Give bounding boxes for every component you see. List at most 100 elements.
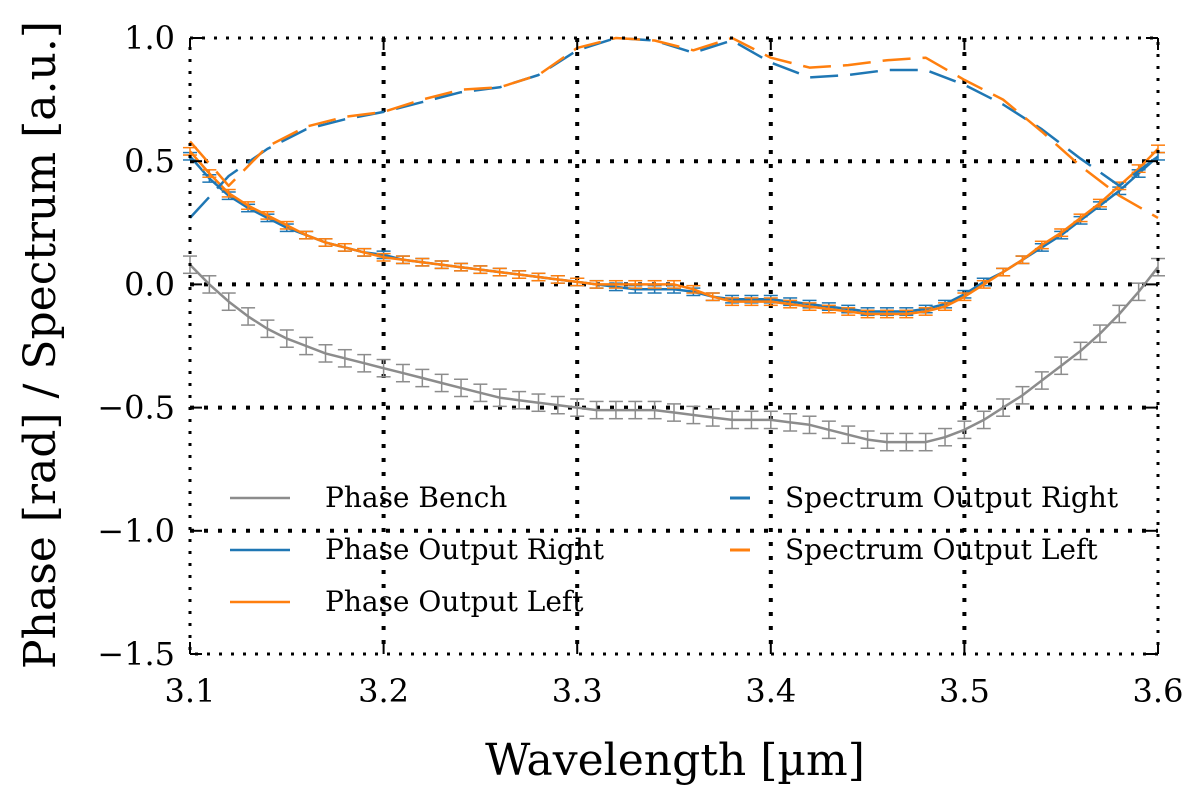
error-bar	[860, 309, 875, 319]
error-bar	[1054, 356, 1069, 376]
error-bar	[686, 284, 701, 294]
series-line	[189, 36, 1159, 219]
error-bar	[512, 390, 527, 410]
x-tick-label: 3.4	[745, 672, 796, 710]
error-bar	[667, 403, 681, 422]
error-bar	[260, 319, 275, 339]
error-bar	[608, 279, 623, 289]
error-bar	[628, 400, 643, 420]
error-bar	[241, 201, 256, 210]
y-axis-label: Phase [rad] / Spectrum [a.u.]	[15, 21, 66, 669]
error-bar	[202, 169, 217, 178]
error-bar	[473, 265, 488, 275]
error-bar	[395, 255, 410, 265]
error-bar	[376, 358, 391, 378]
error-bar	[531, 272, 546, 282]
error-bar	[763, 297, 778, 307]
error-bar	[1092, 198, 1107, 208]
error-bar	[841, 307, 856, 316]
error-bar	[802, 415, 817, 435]
grid	[190, 38, 1158, 654]
error-bar	[744, 410, 759, 430]
error-bar	[570, 398, 585, 417]
x-tick-label: 3.6	[1133, 672, 1184, 710]
x-axis-label: Wavelength [µm]	[485, 735, 865, 786]
error-bar	[357, 353, 372, 373]
legend-item: Spectrum Output Left	[730, 533, 1098, 566]
error-bar	[783, 413, 798, 432]
error-bar	[1015, 255, 1030, 265]
series-line	[189, 36, 1159, 219]
error-bar	[996, 398, 1011, 417]
error-bar	[395, 363, 410, 383]
legend-label: Spectrum Output Left	[785, 533, 1098, 566]
error-bar	[589, 279, 604, 289]
legend-item: Phase Output Right	[230, 533, 605, 566]
y-tick-label: 1.0	[124, 19, 175, 57]
error-bar	[318, 238, 333, 247]
error-bar	[1112, 304, 1127, 324]
error-bar	[647, 400, 662, 420]
error-bar	[628, 279, 643, 289]
error-bar	[918, 432, 933, 452]
error-bar	[1073, 213, 1088, 223]
error-bar	[1015, 385, 1030, 405]
error-bar	[976, 279, 991, 289]
error-bar	[879, 309, 894, 319]
error-bar	[918, 307, 933, 316]
error-bar	[279, 220, 294, 230]
error-bar	[337, 348, 352, 368]
error-bar	[1034, 371, 1049, 390]
error-bar	[957, 292, 972, 302]
error-bar	[357, 247, 372, 257]
error-bar	[589, 400, 604, 420]
legend-label: Spectrum Output Right	[785, 481, 1119, 514]
legend-label: Phase Output Right	[325, 533, 605, 566]
y-tick-label: 0.5	[124, 142, 175, 180]
error-bar	[376, 252, 391, 262]
error-bar	[550, 275, 565, 284]
x-tick-label: 3.3	[552, 672, 603, 710]
legend-item: Spectrum Output Right	[730, 481, 1119, 514]
error-bar	[860, 430, 875, 450]
error-bar	[337, 242, 352, 252]
error-bar	[318, 344, 333, 363]
error-bar	[686, 405, 701, 425]
error-bar	[879, 432, 894, 452]
error-bar	[783, 299, 798, 309]
error-bar	[299, 336, 314, 356]
error-bar	[705, 292, 720, 302]
error-bar	[996, 267, 1011, 277]
error-bar	[299, 230, 314, 240]
error-bar	[1073, 341, 1088, 361]
error-bar	[512, 270, 527, 279]
error-bar	[531, 393, 546, 413]
error-bar	[279, 329, 294, 348]
error-bar	[821, 304, 836, 314]
error-bar	[938, 302, 953, 312]
series-spectrum-output-left	[189, 36, 1159, 219]
error-bar	[899, 309, 914, 319]
x-tick-label: 3.2	[358, 672, 409, 710]
legend-item: Phase Output Left	[230, 585, 584, 618]
series-spectrum-output-right	[189, 36, 1159, 219]
error-bar	[221, 188, 236, 198]
error-bar	[570, 277, 585, 287]
error-bar	[763, 410, 778, 430]
y-tick-label: −0.5	[97, 389, 175, 427]
error-bar	[260, 210, 275, 220]
error-bar	[454, 378, 469, 398]
error-bar	[841, 425, 856, 445]
series-phase-output-right	[183, 151, 1165, 316]
error-bar	[241, 307, 256, 326]
y-tick-label: −1.5	[97, 635, 175, 673]
error-bar	[1092, 324, 1107, 344]
error-bar	[976, 410, 991, 430]
error-bar	[492, 267, 507, 277]
x-tick-label: 3.5	[939, 672, 990, 710]
error-bar	[957, 420, 972, 440]
error-bar	[802, 302, 817, 312]
error-bar	[550, 395, 565, 415]
series-layer	[183, 36, 1165, 452]
